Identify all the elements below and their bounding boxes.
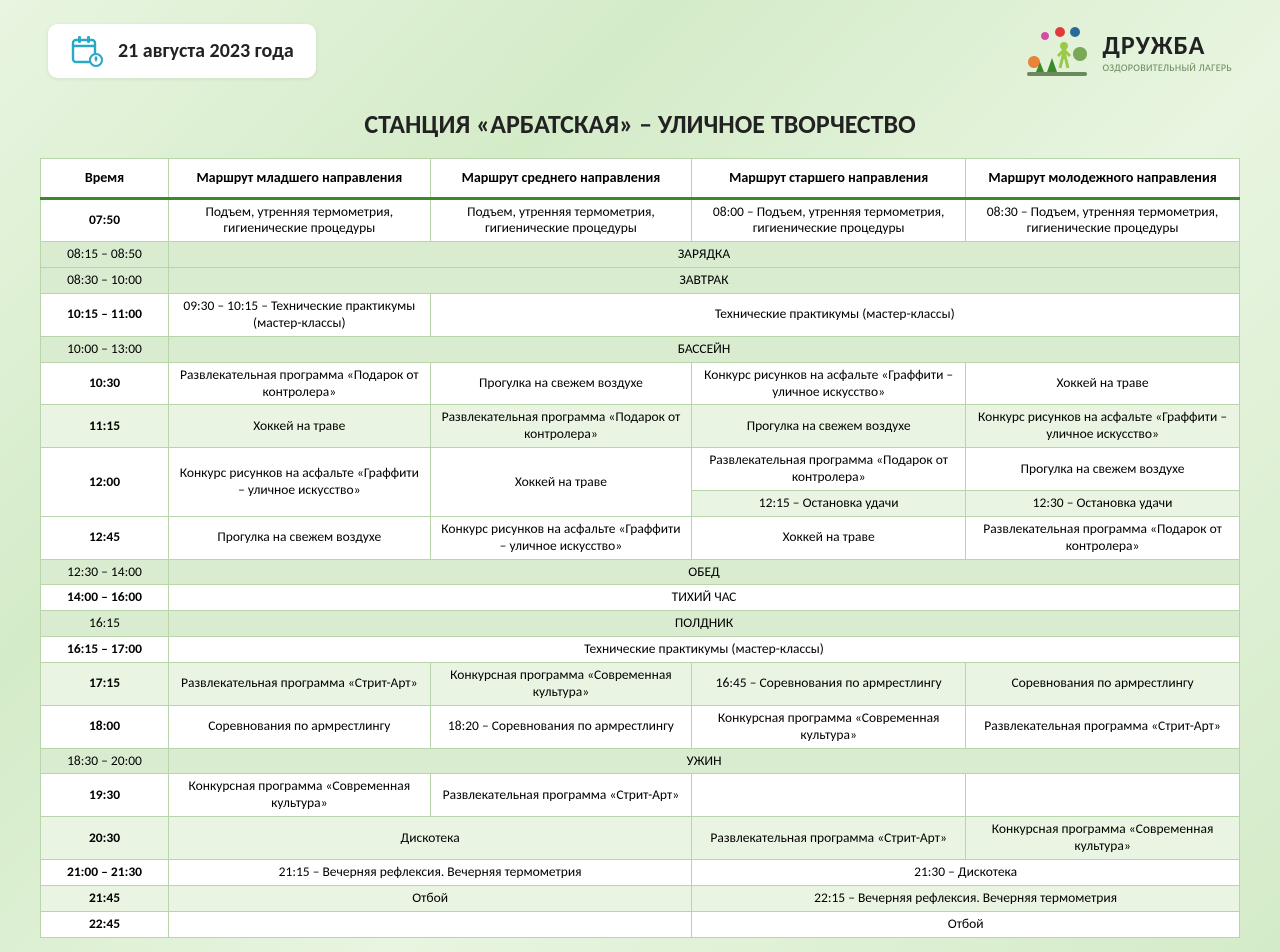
col-youth: Маршрут молодежного направления: [966, 159, 1240, 199]
cell: Прогулка на свежем воздухе: [966, 448, 1240, 491]
cell: Хоккей на траве: [430, 448, 692, 517]
time-cell: 18:30 – 20:00: [41, 748, 169, 774]
page-title: СТАНЦИЯ «АРБАТСКАЯ» – УЛИЧНОЕ ТВОРЧЕСТВО: [0, 108, 1280, 140]
cell: 21:15 – Вечерняя рефлексия. Вечерняя тер…: [169, 859, 692, 885]
col-senior: Маршрут старшего направления: [692, 159, 966, 199]
schedule-table: Время Маршрут младшего направления Маршр…: [40, 158, 1240, 938]
calendar-icon: [70, 34, 104, 68]
cell: Подъем, утренняя термометрия, гигиеничес…: [430, 198, 692, 242]
cell: 16:45 – Соревнования по армрестлингу: [692, 663, 966, 706]
logo-subtitle: ОЗДОРОВИТЕЛЬНЫЙ ЛАГЕРЬ: [1102, 61, 1232, 74]
cell: УЖИН: [169, 748, 1240, 774]
col-junior: Маршрут младшего направления: [169, 159, 431, 199]
col-middle: Маршрут среднего направления: [430, 159, 692, 199]
cell: Отбой: [169, 885, 692, 911]
cell: Технические практикумы (мастер-классы): [169, 637, 1240, 663]
cell: Технические практикумы (мастер-классы): [430, 294, 1239, 337]
cell: ЗАВТРАК: [169, 268, 1240, 294]
cell: [692, 774, 966, 817]
cell: Развлекательная программа «Подарок от ко…: [692, 448, 966, 491]
cell: 08:30 – Подъем, утренняя термометрия, ги…: [966, 198, 1240, 242]
date-text: 21 августа 2023 года: [118, 39, 294, 63]
cell: Соревнования по армрестлингу: [169, 705, 431, 748]
cell: Развлекательная программа «Стрит-Арт»: [966, 705, 1240, 748]
cell: Конкурс рисунков на асфальте «Граффити –…: [430, 516, 692, 559]
time-cell: 08:15 – 08:50: [41, 242, 169, 268]
time-cell: 12:30 – 14:00: [41, 559, 169, 585]
cell: Прогулка на свежем воздухе: [169, 516, 431, 559]
time-cell: 10:00 – 13:00: [41, 336, 169, 362]
cell: 09:30 – 10:15 – Технические практикумы (…: [169, 294, 431, 337]
cell: Отбой: [692, 911, 1240, 937]
cell: Прогулка на свежем воздухе: [692, 405, 966, 448]
cell: Конкурсная программа «Современная культу…: [966, 817, 1240, 860]
cell: [966, 774, 1240, 817]
cell: 22:15 – Вечерняя рефлексия. Вечерняя тер…: [692, 885, 1240, 911]
time-cell: 11:15: [41, 405, 169, 448]
logo: ДРУЖБА ОЗДОРОВИТЕЛЬНЫЙ ЛАГЕРЬ: [1022, 24, 1232, 78]
cell: Развлекательная программа «Стрит-Арт»: [430, 774, 692, 817]
date-box: 21 августа 2023 года: [48, 24, 316, 78]
cell: [169, 911, 692, 937]
time-cell: 16:15: [41, 611, 169, 637]
cell: 12:30 – Остановка удачи: [966, 490, 1240, 516]
time-cell: 12:00: [41, 448, 169, 517]
cell: Конкурсная программа «Современная культу…: [430, 663, 692, 706]
cell: Подъем, утренняя термометрия, гигиеничес…: [169, 198, 431, 242]
cell: Развлекательная программа «Подарок от ко…: [430, 405, 692, 448]
time-cell: 10:15 – 11:00: [41, 294, 169, 337]
time-cell: 17:15: [41, 663, 169, 706]
cell: ТИХИЙ ЧАС: [169, 585, 1240, 611]
cell: БАССЕЙН: [169, 336, 1240, 362]
cell: Развлекательная программа «Подарок от ко…: [169, 362, 431, 405]
time-cell: 22:45: [41, 911, 169, 937]
cell: Конкурс рисунков на асфальте «Граффити –…: [692, 362, 966, 405]
cell: Хоккей на траве: [169, 405, 431, 448]
logo-icon: [1022, 24, 1092, 78]
time-cell: 12:45: [41, 516, 169, 559]
cell: ЗАРЯДКА: [169, 242, 1240, 268]
time-cell: 18:00: [41, 705, 169, 748]
time-cell: 16:15 – 17:00: [41, 637, 169, 663]
time-cell: 10:30: [41, 362, 169, 405]
cell: Конкурсная программа «Современная культу…: [692, 705, 966, 748]
time-cell: 19:30: [41, 774, 169, 817]
cell: 21:30 – Дискотека: [692, 859, 1240, 885]
time-cell: 07:50: [41, 198, 169, 242]
logo-title: ДРУЖБА: [1102, 29, 1232, 61]
time-cell: 14:00 – 16:00: [41, 585, 169, 611]
cell: 18:20 – Соревнования по армрестлингу: [430, 705, 692, 748]
cell: ПОЛДНИК: [169, 611, 1240, 637]
cell: Развлекательная программа «Стрит-Арт»: [169, 663, 431, 706]
cell: Дискотека: [169, 817, 692, 860]
time-cell: 20:30: [41, 817, 169, 860]
cell: Конкурс рисунков на асфальте «Граффити –…: [169, 448, 431, 517]
cell: ОБЕД: [169, 559, 1240, 585]
cell: Соревнования по армрестлингу: [966, 663, 1240, 706]
cell: 12:15 – Остановка удачи: [692, 490, 966, 516]
col-time: Время: [41, 159, 169, 199]
cell: Конкурс рисунков на асфальте «Граффити –…: [966, 405, 1240, 448]
cell: Развлекательная программа «Стрит-Арт»: [692, 817, 966, 860]
cell: Хоккей на траве: [966, 362, 1240, 405]
cell: Развлекательная программа «Подарок от ко…: [966, 516, 1240, 559]
time-cell: 21:00 – 21:30: [41, 859, 169, 885]
time-cell: 08:30 – 10:00: [41, 268, 169, 294]
cell: Хоккей на траве: [692, 516, 966, 559]
cell: Прогулка на свежем воздухе: [430, 362, 692, 405]
cell: 08:00 – Подъем, утренняя термометрия, ги…: [692, 198, 966, 242]
time-cell: 21:45: [41, 885, 169, 911]
cell: Конкурсная программа «Современная культу…: [169, 774, 431, 817]
